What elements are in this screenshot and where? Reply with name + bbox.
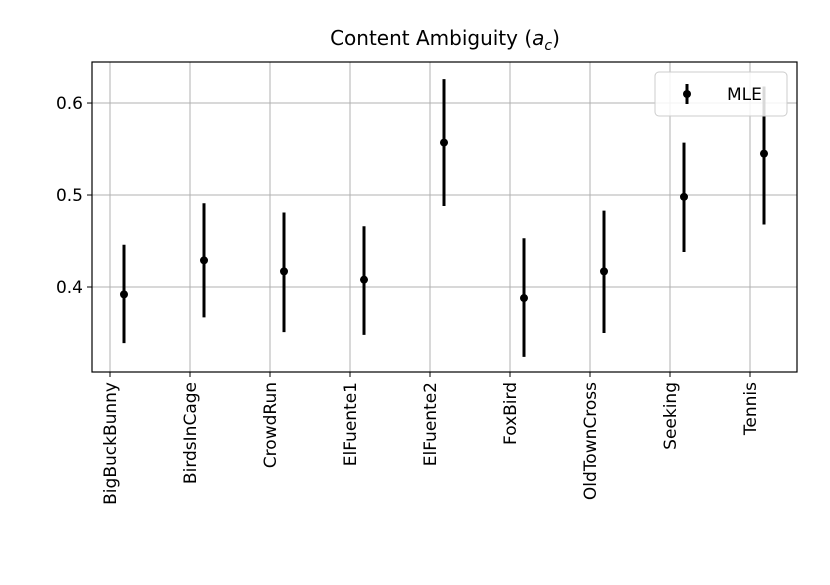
x-tick-label: ElFuente1 bbox=[341, 382, 361, 466]
title-subscript: c bbox=[544, 38, 552, 54]
x-tick-label: Seeking bbox=[661, 382, 681, 450]
point bbox=[600, 267, 608, 276]
x-tick-label: CrowdRun bbox=[261, 382, 281, 468]
point bbox=[280, 267, 288, 276]
point bbox=[360, 275, 368, 284]
point bbox=[680, 192, 688, 201]
x-tick-label: BigBuckBunny bbox=[101, 382, 121, 505]
legend-marker bbox=[683, 90, 691, 98]
title-symbol: a bbox=[532, 26, 544, 50]
y-tick-label: 0.6 bbox=[56, 94, 83, 114]
legend: MLE bbox=[654, 71, 788, 117]
x-tick-label: Tennis bbox=[741, 382, 761, 436]
x-tick-label: OldTownCross bbox=[581, 382, 601, 500]
chart-title: Content Ambiguity (ac) bbox=[330, 26, 560, 54]
point bbox=[520, 294, 528, 303]
x-tick-label: ElFuente2 bbox=[421, 382, 441, 466]
y-tick-label: 0.5 bbox=[56, 186, 83, 206]
point bbox=[120, 290, 128, 299]
plot-frame bbox=[91, 61, 798, 373]
x-tick-label: BirdsInCage bbox=[181, 382, 201, 484]
legend-label: MLE bbox=[727, 85, 762, 105]
legend-box bbox=[654, 71, 788, 117]
y-tick-label: 0.4 bbox=[56, 278, 83, 298]
title-text: ) bbox=[552, 26, 560, 50]
point bbox=[440, 138, 448, 147]
point bbox=[760, 149, 768, 158]
title-text: Content Ambiguity ( bbox=[330, 26, 532, 50]
point bbox=[200, 256, 208, 265]
x-tick-label: FoxBird bbox=[501, 382, 521, 445]
